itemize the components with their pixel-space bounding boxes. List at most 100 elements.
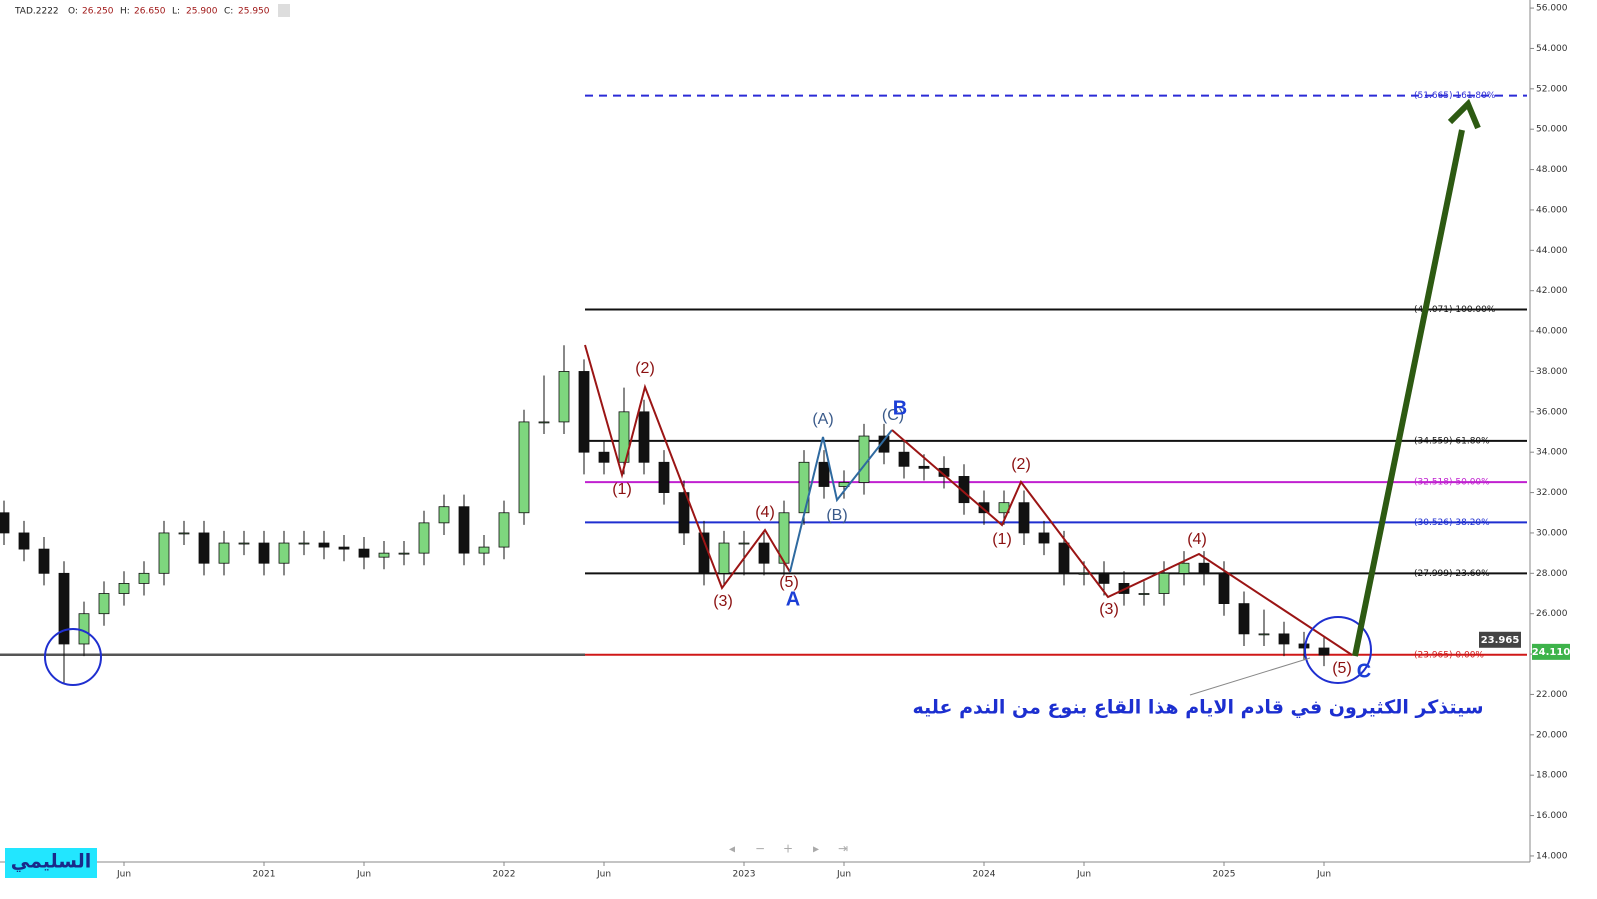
price-label-box: [1479, 631, 1521, 648]
candle-body: [938, 467, 950, 477]
candle-body: [218, 542, 230, 564]
candle-body: [458, 506, 470, 554]
candle-body: [618, 411, 630, 463]
fib-label: (30.526) 38.20%: [1414, 518, 1490, 528]
wave-label: (4): [1187, 531, 1207, 548]
candle-body: [958, 476, 970, 504]
x-tick-label: Jun: [116, 870, 131, 880]
candle-body: [478, 546, 490, 554]
wave-label: B: [893, 397, 907, 419]
y-tick-label: 22.000: [1536, 690, 1568, 700]
fib-label: (34.559) 61.80%: [1414, 436, 1490, 446]
nav-zoom-in[interactable]: +: [783, 842, 793, 856]
projection-arrow-head: [1447, 98, 1481, 130]
wave-line: [891, 429, 1353, 656]
candle-body: [798, 461, 810, 514]
wave-label: (4): [755, 504, 775, 521]
y-tick-label: 18.000: [1536, 771, 1568, 781]
wave-label: (1): [612, 481, 632, 498]
fib-label: (51.665) 161.80%: [1414, 91, 1496, 101]
x-tick-label: Jun: [836, 870, 851, 880]
nav-right[interactable]: ▸: [813, 842, 819, 856]
candle-body: [1138, 593, 1150, 595]
candle-body: [638, 411, 650, 463]
legend-menu[interactable]: [278, 4, 290, 17]
candle-body: [338, 546, 350, 550]
x-tick-label: 2024: [973, 870, 996, 880]
y-tick-label: 50.000: [1536, 125, 1568, 135]
candle-body: [398, 552, 410, 555]
y-tick-label: 16.000: [1536, 811, 1568, 821]
candle-body: [658, 461, 670, 493]
candle-body: [1278, 633, 1290, 645]
wave-label: (3): [713, 593, 733, 610]
candle-body: [38, 548, 50, 574]
y-tick-label: 20.000: [1536, 730, 1568, 740]
candle-body: [1238, 603, 1250, 635]
x-tick-label: 2025: [1213, 870, 1236, 880]
candle-body: [358, 548, 370, 558]
y-tick-label: 30.000: [1536, 528, 1568, 538]
x-tick-label: Jun: [596, 870, 611, 880]
nav-zoom-out[interactable]: −: [755, 842, 765, 856]
wave-label: A: [786, 588, 800, 610]
wave-label: (2): [1011, 456, 1031, 473]
wave-label: (3): [1099, 601, 1119, 618]
candle-body: [918, 465, 930, 469]
x-tick-label: 2021: [253, 870, 276, 880]
y-tick-label: 36.000: [1536, 407, 1568, 417]
candle-body: [1218, 572, 1230, 605]
y-tick-label: 32.000: [1536, 488, 1568, 498]
candle-body: [298, 542, 310, 545]
candle-body: [978, 502, 990, 514]
legend-key: L:: [172, 7, 180, 17]
legend-value: 25.950: [238, 7, 270, 17]
annotation: سيتذكر الكثيرون في قادم الايام هذا القاع…: [912, 697, 1483, 719]
ohlc-legend: TAD.2222 O: 26.250 H: 26.650 L: 25.900 C: 25.950: [14, 4, 290, 17]
candle-body: [1038, 532, 1050, 544]
legend-value: 25.900: [186, 7, 218, 17]
y-tick-label: 38.000: [1536, 367, 1568, 377]
fib-label: (27.999) 23.60%: [1414, 569, 1490, 579]
x-tick-label: Jun: [1316, 870, 1331, 880]
candle-body: [1078, 572, 1090, 575]
candle-body: [498, 512, 510, 548]
author-badge: [5, 848, 97, 878]
fib-label: (23.965) 0.00%: [1414, 650, 1484, 660]
wave-label: (5): [1332, 660, 1352, 677]
wave-label: (C): [882, 407, 904, 424]
legend-key: O:: [68, 7, 78, 17]
nav-end[interactable]: ⇥: [838, 842, 848, 856]
candle-body: [238, 542, 250, 545]
candle-body: [1198, 562, 1210, 574]
candle-body: [858, 435, 870, 483]
wave-label: (2): [635, 360, 655, 377]
candle-body: [118, 583, 130, 594]
y-tick-label: 26.000: [1536, 609, 1568, 619]
nav-left[interactable]: ◂: [729, 842, 735, 856]
candle-body: [898, 451, 910, 467]
x-tick-label: Jun: [1076, 870, 1091, 880]
wave-label: (B): [826, 507, 847, 524]
candle-body: [678, 492, 690, 534]
projection-arrow: [1352, 129, 1465, 657]
x-tick-label: 2023: [733, 870, 756, 880]
symbol: TAD.2222: [14, 7, 59, 17]
candle-body: [78, 613, 90, 645]
legend-value: 26.250: [82, 7, 114, 17]
candle-body: [418, 522, 430, 554]
y-tick-label: 28.000: [1536, 569, 1568, 579]
wave-line: [789, 429, 893, 573]
candle-body: [18, 532, 30, 550]
candle-body: [0, 512, 10, 534]
candle-body: [558, 371, 570, 423]
price-label-box: [1532, 643, 1570, 660]
wave-line: [584, 344, 791, 591]
candle-body: [158, 532, 170, 574]
candle-body: [818, 461, 830, 487]
candle-body: [1058, 542, 1070, 574]
legend-key: C:: [224, 7, 233, 17]
y-tick-label: 42.000: [1536, 286, 1568, 296]
x-tick-label: Jun: [356, 870, 371, 880]
